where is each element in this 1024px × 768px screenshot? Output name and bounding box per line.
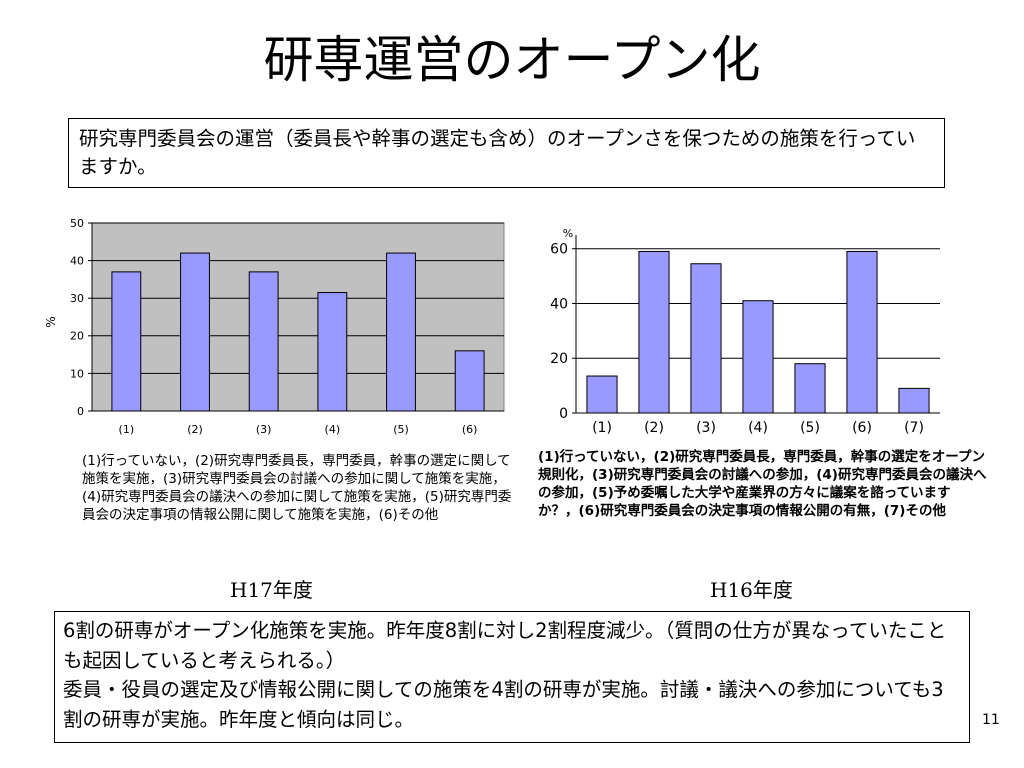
bar — [794, 363, 826, 414]
x-tick-label: (1) — [592, 420, 612, 436]
x-tick-label: (1) — [119, 423, 135, 436]
y-tick-label: 20 — [70, 330, 84, 343]
x-tick-label: (5) — [393, 423, 409, 436]
bar — [454, 350, 485, 412]
y-tick-label: 50 — [70, 217, 84, 230]
chart-h16-caption: H16年度 — [710, 578, 793, 602]
bar — [638, 250, 670, 414]
chart-h16: 0 20 40 60 (1) (2) (3) (4) (5) (6) (7)% — [540, 225, 990, 443]
y-tick-label: 60 — [550, 242, 568, 258]
x-tick-label: (4) — [325, 423, 341, 436]
bar — [742, 300, 774, 414]
y-tick-label: 0 — [559, 406, 568, 422]
slide-title: 研専運営のオープン化 — [263, 31, 761, 89]
question-box: 研究専門委員会の運営（委員長や幹事の選定も含め）のオープンさを保つための施策を行… — [68, 118, 945, 188]
bar — [248, 271, 279, 412]
summary-line: 委員・役員の選定及び情報公開に関しての施策を4割の研専が実施。討議・議決への参加… — [63, 678, 944, 731]
x-tick-label: (2) — [644, 420, 664, 436]
bar — [111, 271, 142, 412]
x-tick-label: (7) — [904, 420, 924, 436]
y-tick-label: 30 — [70, 292, 84, 305]
x-tick-label: (6) — [852, 420, 872, 436]
x-tick-label: (6) — [462, 423, 478, 436]
y-tick-label: 40 — [70, 254, 84, 267]
chart-h16-legend: (1)行っていない，(2)研究専門委員長，専門委員，幹事の選定をオープン規則化，… — [538, 449, 987, 519]
chart-h17: 0 10 20 30 40 50 (1) (2) (3) (4) (5) (6)% — [40, 212, 520, 447]
y-tick-label: 10 — [70, 367, 84, 380]
summary-box: 6割の研専がオープン化施策を実施。昨年度8割に対し2割程度減少。（質問の仕方が異… — [54, 611, 970, 743]
plot-area — [91, 222, 505, 412]
x-tick-label: (5) — [800, 420, 820, 436]
y-axis-label: % — [44, 316, 58, 327]
bar — [317, 292, 348, 412]
y-tick-label: 0 — [77, 405, 84, 418]
x-tick-label: (2) — [187, 423, 203, 436]
chart-h17-svg: 0 10 20 30 40 50 (1) (2) (3) (4) (5) (6)% — [44, 217, 505, 436]
summary-line: 6割の研専がオープン化施策を実施。昨年度8割に対し2割程度減少。（質問の仕方が異… — [63, 619, 947, 672]
y-tick-label: 40 — [550, 296, 568, 312]
y-tick-label: 20 — [550, 351, 568, 367]
bar — [690, 263, 722, 414]
x-tick-label: (3) — [256, 423, 272, 436]
x-tick-label: (3) — [696, 420, 716, 436]
chart-h16-svg: 0 20 40 60 (1) (2) (3) (4) (5) (6) (7)% — [550, 227, 940, 436]
page-number: 11 — [982, 712, 1000, 728]
bar — [586, 375, 618, 414]
bar — [898, 387, 930, 414]
bar — [180, 252, 210, 412]
chart-h17-legend: (1)行っていない，(2)研究専門委員長，専門委員，幹事の選定に関して施策を実施… — [82, 453, 512, 523]
x-tick-label: (4) — [748, 420, 768, 436]
y-axis-label: % — [563, 227, 573, 240]
bar — [386, 252, 416, 412]
chart-h17-caption: H17年度 — [230, 578, 313, 602]
bar — [846, 250, 878, 414]
